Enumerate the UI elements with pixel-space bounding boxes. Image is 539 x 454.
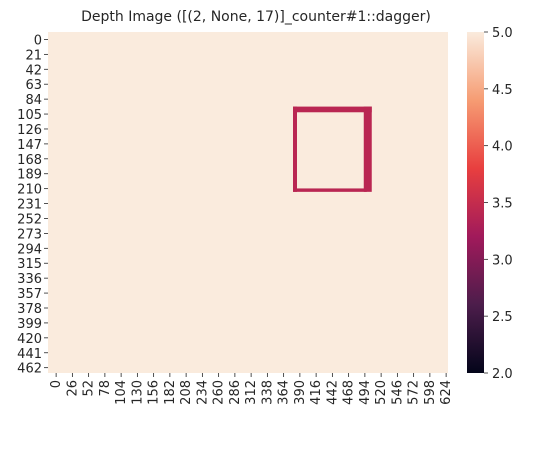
y-tick-label: 378	[17, 302, 42, 317]
x-tick-label: 208	[179, 380, 194, 405]
x-tick-label: 26	[65, 380, 80, 397]
x-tick-label: 78	[98, 380, 113, 397]
y-tick-label: 273	[17, 227, 42, 242]
y-tick-label: 21	[25, 48, 42, 63]
y-tick-label: 336	[17, 272, 42, 287]
x-tick-label: 104	[114, 380, 129, 405]
x-tick-label: 312	[244, 380, 259, 405]
x-tick-label: 598	[423, 380, 438, 405]
heatmap-background	[48, 32, 448, 373]
y-tick-label: 315	[17, 257, 42, 272]
x-tick-label: 416	[309, 380, 324, 405]
region-bottom-edge	[293, 188, 367, 192]
y-tick-label: 420	[17, 332, 42, 347]
depth-region-0	[293, 106, 372, 192]
x-tick-label: 624	[439, 380, 454, 405]
y-tick-label: 42	[25, 63, 42, 78]
chart-title: Depth Image ([(2, None, 17)]_counter#1::…	[81, 9, 431, 25]
x-tick-label: 338	[260, 380, 275, 405]
colorbar-axis: 2.0 2.5 3.0 3.5 4.0 4.5 5.0	[484, 26, 513, 382]
y-tick-label: 462	[17, 362, 42, 377]
colorbar	[467, 32, 484, 373]
colorbar-tick-label: 2.0	[492, 367, 513, 382]
x-tick-label: 520	[374, 380, 389, 405]
x-tick-label: 442	[325, 380, 340, 405]
y-tick-label: 252	[17, 212, 42, 227]
x-tick-label: 182	[163, 380, 178, 405]
y-tick-label: 84	[25, 93, 42, 108]
region-top-edge	[293, 106, 372, 113]
x-tick-label: 494	[358, 380, 373, 405]
y-tick-label: 147	[17, 138, 42, 153]
y-tick-label: 357	[17, 287, 42, 302]
y-tick-label: 63	[25, 78, 42, 93]
x-axis: 0 26 52 78 104 130 156 182 208 234 260 286 312 338 364…	[49, 373, 454, 405]
y-axis: 0214263841051261471681892102312522732943…	[17, 33, 48, 377]
y-tick-label: 399	[17, 317, 42, 332]
x-tick-label: 546	[390, 380, 405, 405]
x-tick-label: 156	[147, 380, 162, 405]
x-tick-label: 572	[407, 380, 422, 405]
x-tick-label: 0	[49, 380, 64, 388]
y-tick-label: 168	[17, 153, 42, 168]
x-tick-label: 390	[293, 380, 308, 405]
y-tick-label: 231	[17, 198, 42, 213]
x-tick-label: 234	[195, 380, 210, 405]
y-tick-label: 105	[17, 108, 42, 123]
x-tick-label: 130	[130, 380, 145, 405]
x-tick-label: 260	[212, 380, 227, 405]
x-tick-label: 52	[82, 380, 97, 397]
y-tick-label: 441	[17, 347, 42, 362]
colorbar-tick-label: 5.0	[492, 26, 513, 41]
x-tick-label: 364	[277, 380, 292, 405]
colorbar-tick-label: 3.5	[492, 197, 513, 212]
y-tick-label: 0	[34, 33, 42, 48]
region-right-edge	[363, 106, 372, 192]
depth-regions	[293, 106, 372, 192]
colorbar-tick-label: 3.0	[492, 253, 513, 268]
x-tick-label: 286	[228, 380, 243, 405]
y-tick-label: 126	[17, 123, 42, 138]
y-tick-label: 294	[17, 242, 42, 257]
y-tick-label: 189	[17, 168, 42, 183]
colorbar-tick-label: 4.5	[492, 83, 513, 98]
y-tick-label: 210	[17, 183, 42, 198]
heatmap-area	[48, 32, 448, 373]
colorbar-tick-label: 4.0	[492, 140, 513, 155]
colorbar-tick-label: 2.5	[492, 310, 513, 325]
region-left-edge	[293, 106, 297, 192]
x-tick-label: 468	[342, 380, 357, 405]
